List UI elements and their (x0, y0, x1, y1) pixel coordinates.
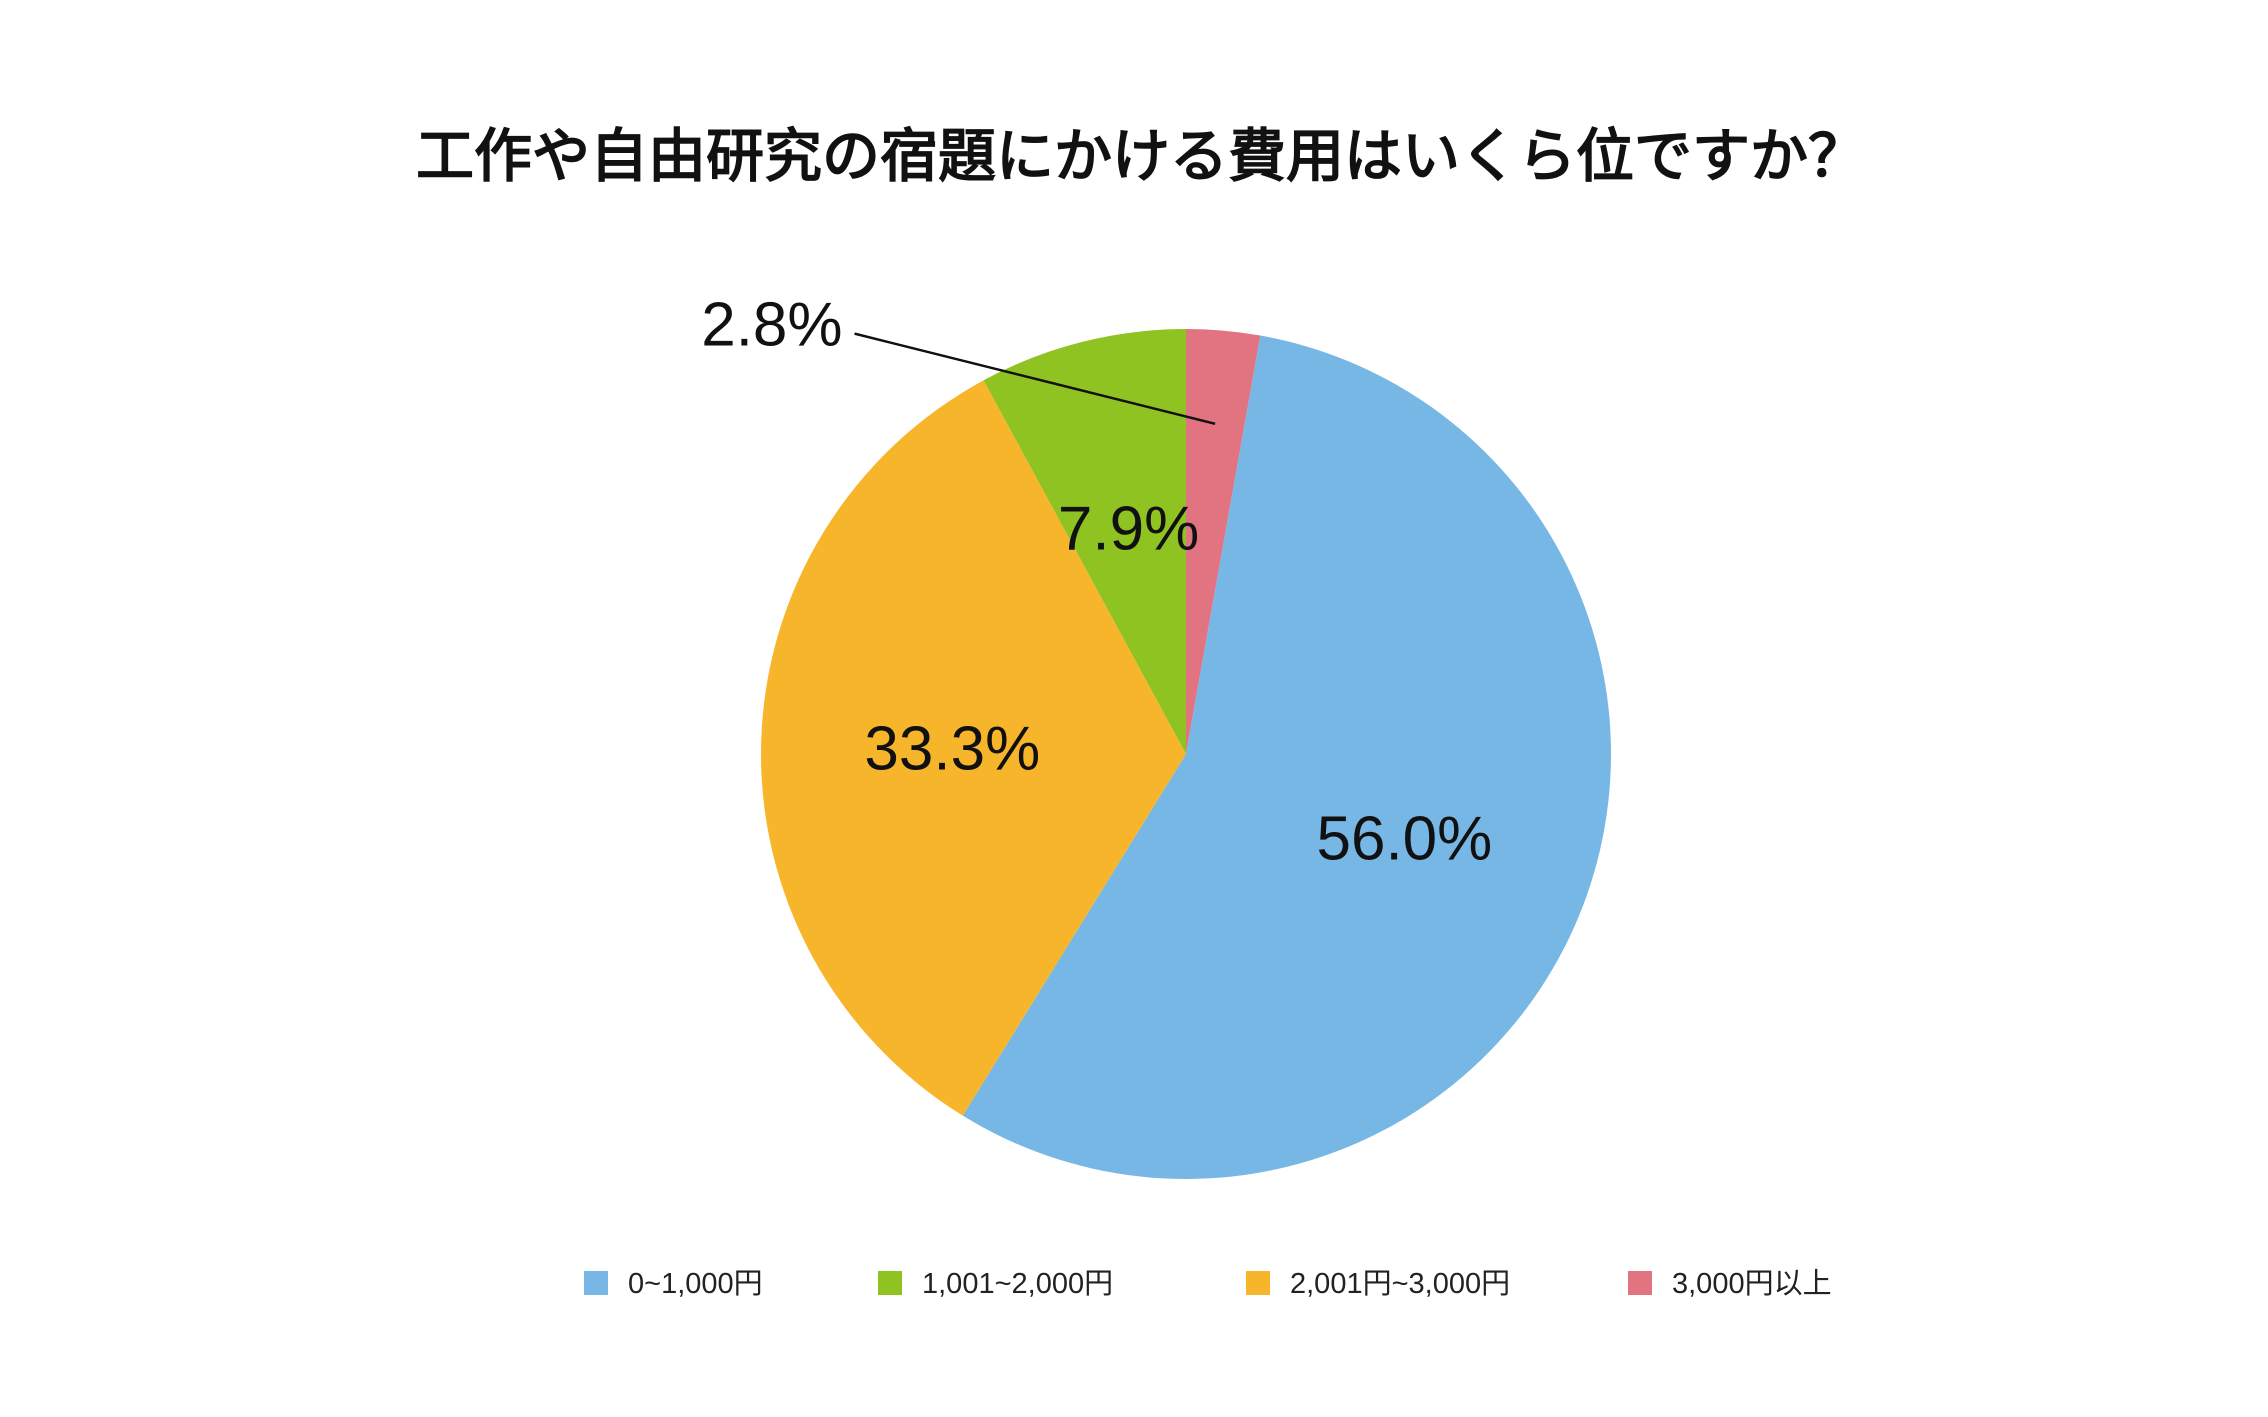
chart-title: 工作や自由研究の宿題にかける費用はいくら位ですか？ (416, 122, 1866, 190)
legend-label-1-001-2-000: 1,001~2,000円 (922, 1268, 1113, 1300)
legend-label-3-000: 3,000円以上 (1672, 1268, 1832, 1300)
legend-swatch-0-1-000 (584, 1271, 608, 1295)
data-labels: 2.8% 56.0% 33.3% 7.9% (701, 291, 1492, 874)
data-label-3-000: 2.8% (701, 291, 842, 360)
legend-label-2-001-3-000: 2,001円~3,000円 (1290, 1268, 1510, 1300)
pie-slice-1-001-2-000 (983, 329, 1186, 754)
data-label-2-001-3-000: 33.3% (864, 714, 1040, 783)
pie-slice-3-000 (1186, 329, 1261, 754)
legend-item-1-001-2-000: 1,001~2,000円 (878, 1268, 1113, 1300)
legend-swatch-2-001-3-000 (1246, 1271, 1270, 1295)
legend-swatch-1-001-2-000 (878, 1271, 902, 1295)
pie-slice-0-1-000 (962, 335, 1612, 1180)
data-label-1-001-2-000: 7.9% (1058, 494, 1199, 563)
leader-lines (854, 332, 1216, 425)
legend-item-2-001-3-000: 2,001円~3,000円 (1246, 1268, 1510, 1300)
legend: 0~1,000円 1,001~2,000円 2,001円~3,000円 3,000円以… (584, 1268, 1832, 1300)
pie-slices (761, 329, 1612, 1180)
data-label-0-1-000: 56.0% (1316, 804, 1492, 873)
legend-item-0-1-000: 0~1,000円 (584, 1268, 763, 1300)
legend-item-3-000: 3,000円以上 (1628, 1268, 1832, 1300)
leader-line-3-000 (854, 332, 1216, 425)
legend-label-0-1-000: 0~1,000円 (628, 1268, 763, 1300)
pie-slice-2-001-3-000 (761, 380, 1186, 1116)
legend-swatch-3-000 (1628, 1271, 1652, 1295)
